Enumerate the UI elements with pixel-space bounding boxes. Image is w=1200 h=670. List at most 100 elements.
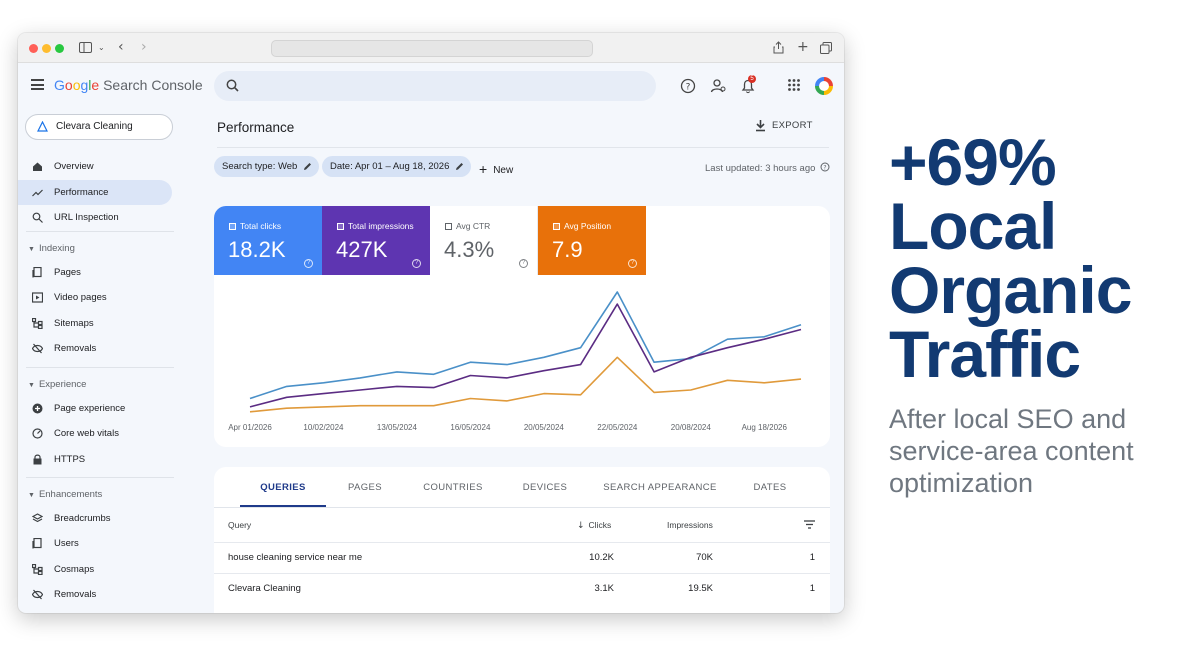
sidebar-item-label: Cosmaps [54,563,95,575]
sidebar-item-label: Removals [54,588,97,600]
sidebar-item-page-experience[interactable]: Page experience [18,396,172,421]
sidebar-item-performance[interactable]: Performance [18,179,172,205]
sidebar-item-removals[interactable]: Removals [18,582,172,607]
sidebar-section-enhancements[interactable]: ▼ Enhancements [28,489,102,500]
help-icon[interactable]: ? [820,162,830,172]
removals-icon [32,343,43,354]
table-row[interactable]: Clevara Cleaning 3.1K 19.5K 1 [214,573,830,603]
column-header-impressions[interactable]: Impressions [667,520,713,530]
tab-devices[interactable]: DEVICES [522,482,568,493]
tab-overview-icon[interactable] [820,42,832,54]
new-filter-button[interactable]: + New [479,160,513,177]
browser-window: ⌄ ‹ › + Google Search Console ? 5 [18,33,844,613]
menu-icon[interactable] [31,79,44,90]
chevron-down-icon[interactable]: ⌄ [98,43,105,52]
export-button[interactable]: EXPORT [756,120,813,132]
sidebar-section-indexing[interactable]: ▼ Indexing [28,243,75,254]
back-arrow-icon[interactable]: ‹ [118,39,124,55]
account-avatar[interactable] [815,77,833,95]
help-icon[interactable]: ? [680,78,696,94]
column-header-clicks[interactable]: ↓ Clicks [577,520,611,531]
sidebar-item-removals[interactable]: Removals [18,336,172,361]
home-icon [33,162,42,171]
help-icon[interactable]: ? [628,259,637,268]
headline-line: +69% [889,125,1057,199]
app-header: Google Search Console ? 5 [18,64,844,108]
checkbox-checked-icon [229,223,236,230]
notification-badge: 5 [748,75,756,83]
sidebar-item-overview[interactable]: Overview [18,154,172,179]
help-icon[interactable]: ? [412,259,421,268]
tab-queries[interactable]: QUERIES [260,482,306,493]
sidebar-divider [26,477,174,478]
sidebar-item-https[interactable]: HTTPS [18,447,172,472]
tab-dates[interactable]: DATES [753,482,787,493]
property-icon [37,121,48,132]
tab-countries[interactable]: COUNTRIES [423,482,483,493]
sidebar-item-cosmaps[interactable]: Cosmaps [18,557,172,582]
headline-line: Traffic [889,317,1081,391]
checkbox-checked-icon [337,223,344,230]
sidebar-section-title: Enhancements [38,489,103,500]
metric-tile-total-impressions[interactable]: Total impressions 427K? [322,206,430,275]
sidebar-item-label: Breadcrumbs [54,513,111,524]
apps-grid-icon[interactable] [787,78,803,94]
manage-users-icon[interactable] [710,78,726,94]
metric-tile-total-clicks[interactable]: Total clicks 18.2K? [214,206,322,275]
checkbox-icon [445,223,452,230]
sidebar-item-pages[interactable]: Pages [18,260,172,285]
plus-icon: + [479,161,488,177]
tab-search-appearance[interactable]: SEARCH APPEARANCE [603,482,717,493]
column-header-query[interactable]: Query [228,520,252,530]
product-logo[interactable]: Google Search Console [54,77,203,93]
filter-rows-icon[interactable] [804,520,815,529]
sidebar-item-label: Core web vitals [54,428,119,440]
share-icon[interactable] [773,41,784,54]
minimize-window-button[interactable] [42,44,51,53]
address-bar[interactable] [271,40,593,57]
sidebar-section-experience[interactable]: ▼ Experience [28,379,86,390]
sitemap-icon [32,563,43,575]
performance-line-chart[interactable] [214,206,830,447]
search-input[interactable] [214,71,656,101]
export-label: EXPORT [772,120,813,131]
sidebar-item-breadcrumbs[interactable]: Breadcrumbs [18,506,172,531]
sidebar-item-label: Users [54,538,79,550]
series-line-1[interactable] [249,303,802,408]
checkbox-checked-icon [553,223,560,230]
maximize-window-button[interactable] [55,44,64,53]
search-icon [32,212,43,223]
date-filter-chip[interactable]: Date: Apr 01 – Aug 18, 2026 [322,156,472,177]
sidebar-item-label: Performance [54,186,109,198]
new-tab-icon[interactable]: + [797,39,809,55]
help-icon[interactable]: ? [304,259,313,268]
metric-tile-avg-ctr[interactable]: Avg CTR 4.3%? [430,206,538,275]
sidebar-item-video-pages[interactable]: Video pages [18,285,172,310]
sidebar-item-label: URL Inspection [54,212,119,223]
property-selector[interactable]: Clevara Cleaning [25,114,173,140]
position-cell: 1 [809,552,815,563]
pages-icon [32,267,42,278]
edit-pencil-icon [304,163,312,170]
metric-label-text: Total impressions [348,221,414,231]
sidebar-toggle-icon[interactable] [79,42,92,53]
tab-pages[interactable]: PAGES [347,482,383,493]
help-icon[interactable]: ? [519,259,528,268]
metric-label-text: Avg Position [564,221,612,231]
forward-arrow-icon[interactable]: › [141,39,147,55]
clicks-cell: 3.1K [594,583,614,594]
close-window-button[interactable] [29,44,38,53]
sidebar-item-label: Page experience [54,403,126,414]
date-filter-label: Date: Apr 01 – Aug 18, 2026 [330,161,450,172]
impressions-cell: 19.5K [688,583,713,594]
sidebar-item-sitemaps[interactable]: Sitemaps [18,311,172,336]
sidebar-item-url-inspection[interactable]: URL Inspection [18,205,172,230]
sidebar-item-users[interactable]: Users [18,531,172,556]
metric-tile-avg-position[interactable]: Avg Position 7.9? [538,206,646,275]
series-line-2[interactable] [249,356,802,413]
clicks-cell: 10.2K [589,552,614,563]
search-type-filter-chip[interactable]: Search type: Web [214,156,320,177]
series-line-0[interactable] [249,291,802,400]
sidebar-item-core-web-vitals[interactable]: Core web vitals [18,421,172,446]
table-row[interactable]: house cleaning service near me 10.2K 70K 1 [214,542,830,572]
